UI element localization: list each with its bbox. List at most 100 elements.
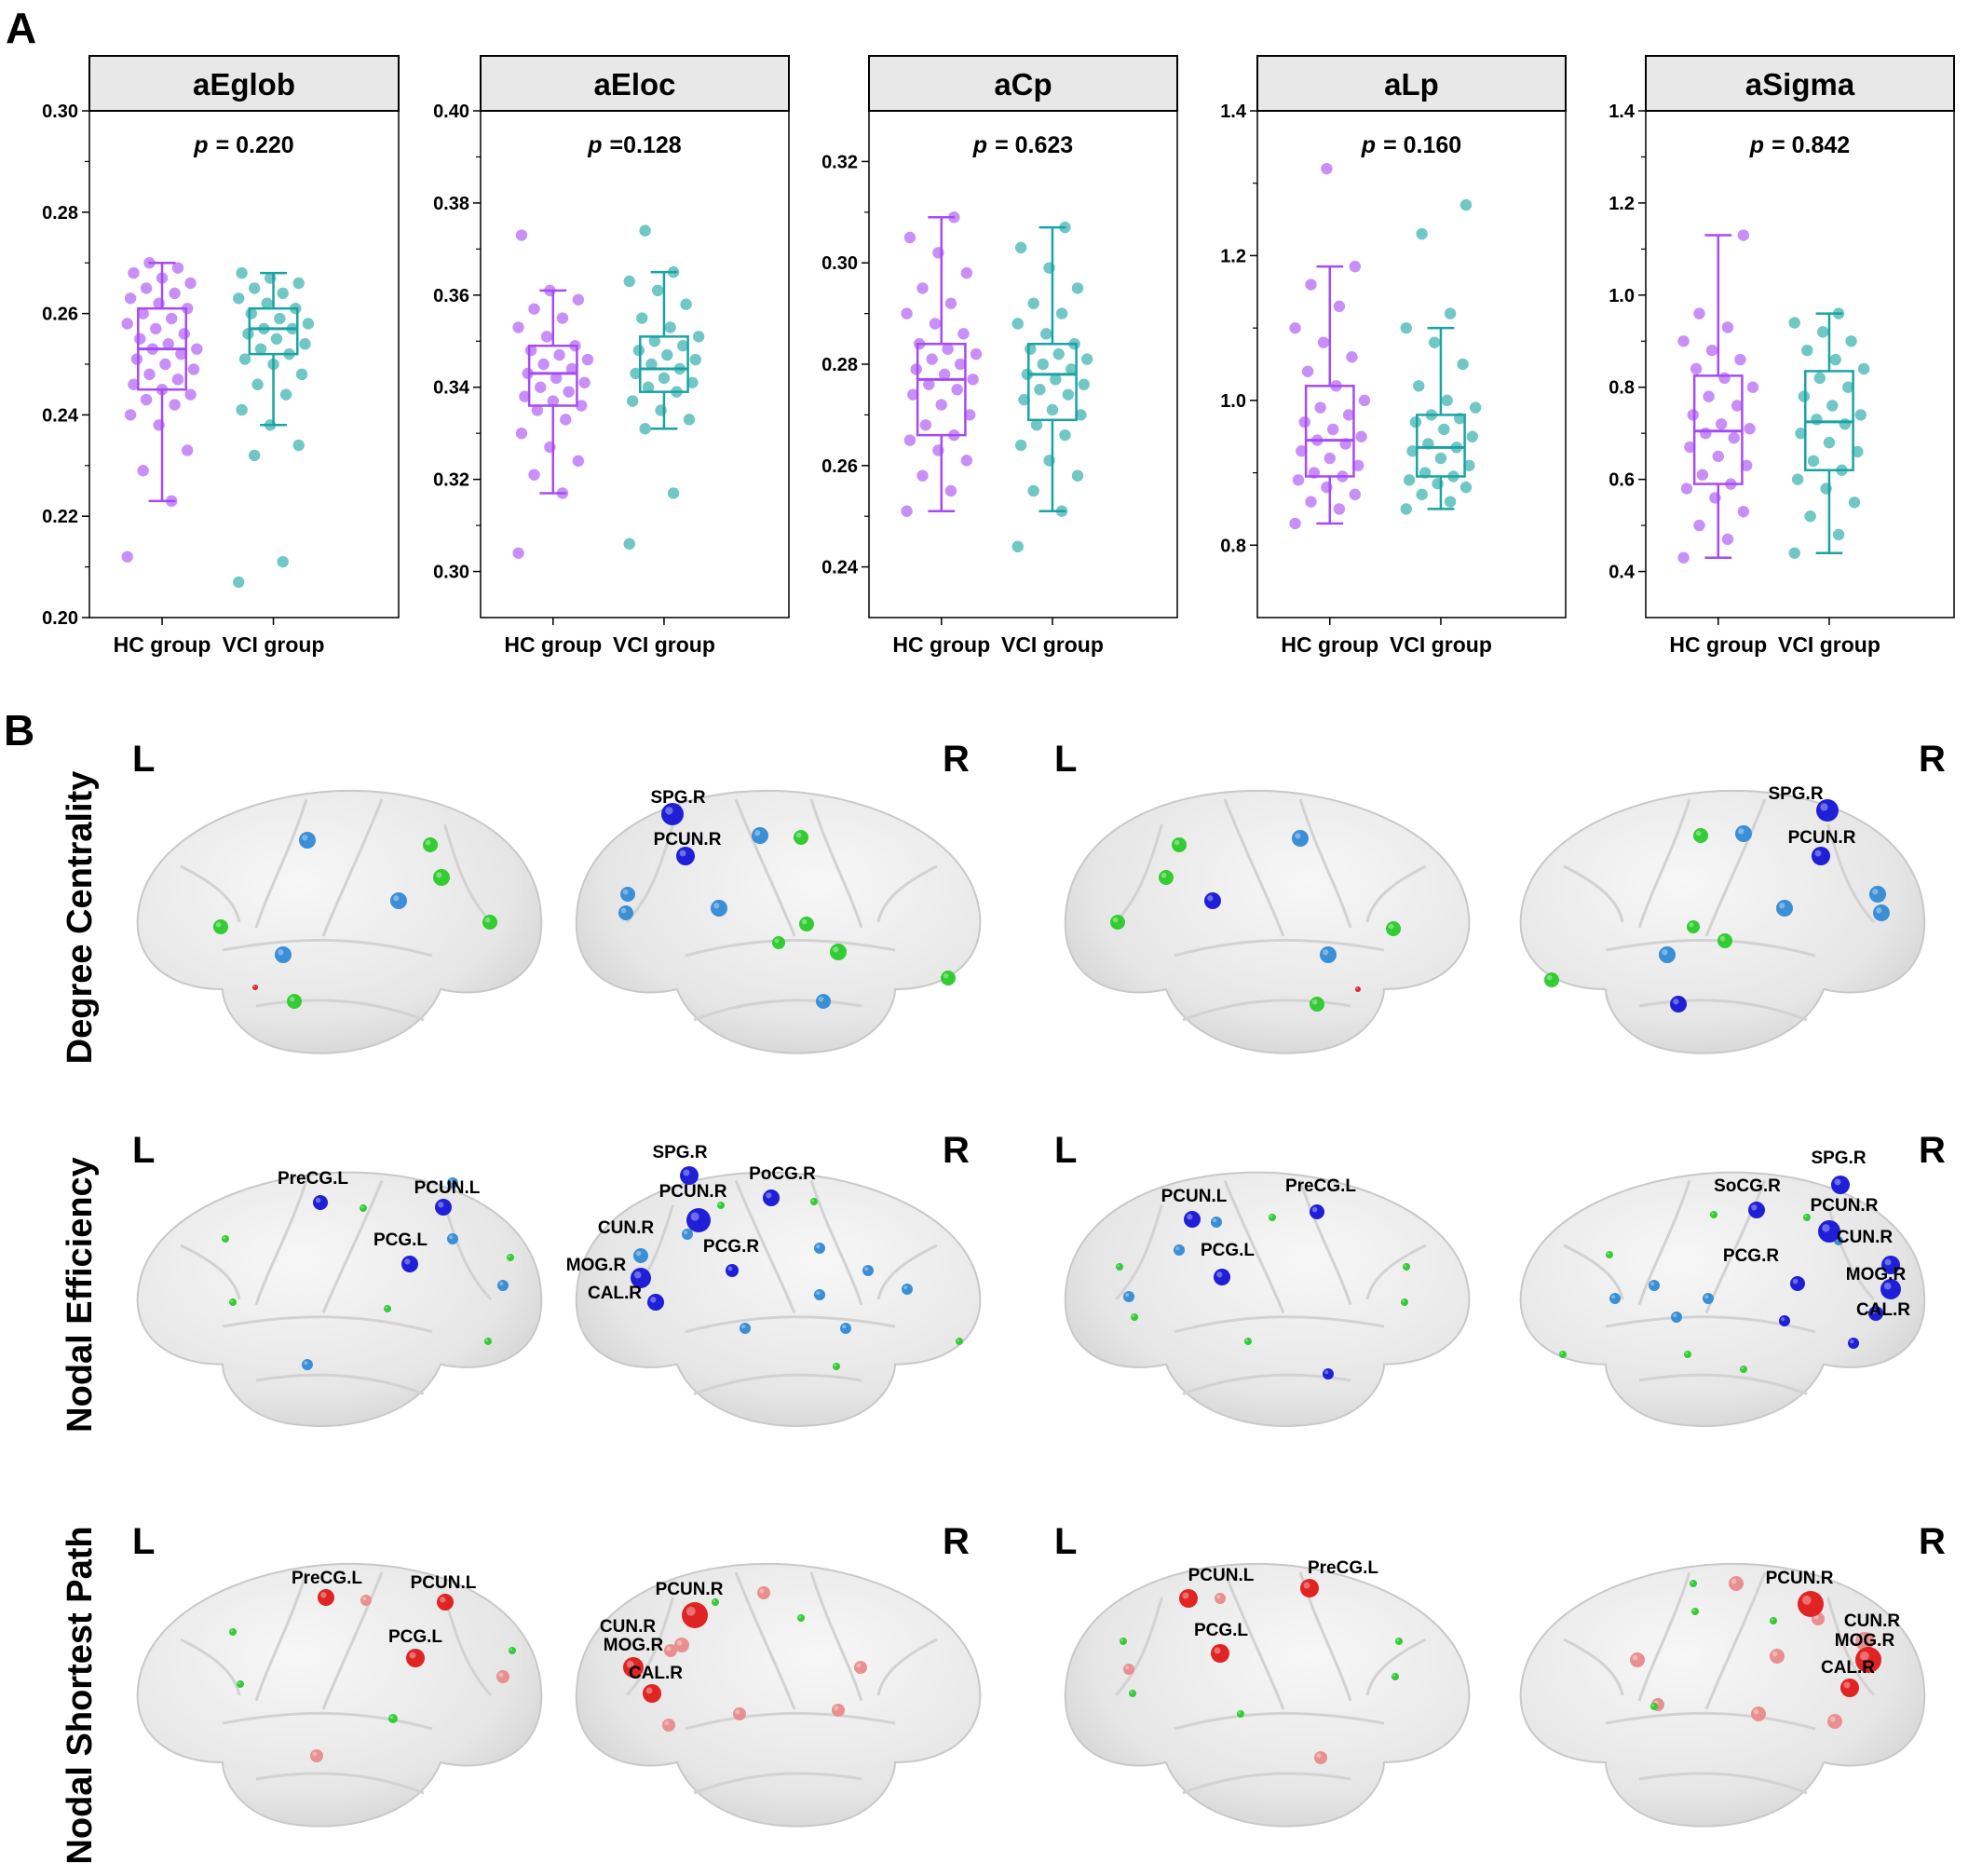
sulcus (625, 1204, 674, 1301)
data-point (191, 343, 203, 355)
node-label: PoCG.R (749, 1164, 816, 1184)
sulcus (1365, 1244, 1427, 1300)
brain-node (1174, 1244, 1185, 1256)
brain-node (1310, 997, 1324, 1012)
brain-node (740, 1323, 751, 1334)
brain-node-highlight (683, 1169, 690, 1176)
brain-node-highlight (289, 996, 295, 1002)
brain-node (222, 1235, 229, 1243)
data-point (1301, 365, 1314, 377)
boxplot-panel-aLp: aLp p = 0.160 0.8 1.0 1.2 1.4 HC group VCI group (1220, 55, 1567, 657)
brain-node (643, 1684, 661, 1703)
brain-surface (1064, 1562, 1471, 1828)
sulcus (1114, 823, 1163, 924)
node-label: PCUN.R (1811, 1196, 1879, 1216)
data-point (553, 348, 565, 361)
node-label: MOG.R (566, 1256, 627, 1275)
brain-node-highlight (302, 835, 308, 841)
brain-node-highlight (818, 996, 824, 1002)
p-value-label: p = 0.220 (193, 132, 293, 158)
p-value-label: p = 0.623 (972, 132, 1073, 158)
brain-outline (136, 1562, 543, 1828)
data-point (1080, 353, 1093, 365)
brain-node (1300, 1579, 1319, 1597)
brain-node (682, 1229, 693, 1240)
data-point (236, 403, 248, 416)
brain-node (862, 1265, 874, 1276)
brain-node-highlight (1779, 903, 1785, 909)
brain-node (733, 1707, 746, 1720)
hemisphere-right-label: R (1919, 1521, 1946, 1562)
data-point (1731, 400, 1744, 412)
data-point (942, 343, 954, 355)
brain-node-highlight (1741, 1366, 1744, 1370)
brain-node-highlight (735, 1709, 740, 1715)
brain-node (1215, 1593, 1226, 1604)
brain-node-highlight (1843, 1681, 1851, 1689)
sulcus (1563, 864, 1624, 923)
panel-title: aEglob (193, 67, 295, 102)
data-point (667, 487, 680, 499)
sulcus (255, 1373, 425, 1395)
brain-node (674, 1638, 689, 1652)
data-point (143, 368, 156, 381)
data-point (1677, 551, 1690, 564)
data-point (550, 372, 563, 385)
row-label: Nodal Efficiency (61, 1157, 100, 1433)
data-point (248, 282, 261, 294)
data-point (1823, 436, 1836, 449)
data-point (1349, 260, 1362, 273)
brain-node (633, 1248, 648, 1263)
data-point (1811, 414, 1823, 426)
data-point (1703, 390, 1715, 402)
data-point (1677, 335, 1690, 347)
brain-node-highlight (1772, 1651, 1778, 1657)
brain-node (682, 1602, 708, 1628)
hemisphere-right-label: R (943, 1130, 970, 1171)
data-point (522, 367, 534, 380)
data-point (916, 469, 929, 482)
brain-node (1179, 1589, 1198, 1608)
data-point (292, 439, 305, 452)
brain-node (752, 827, 768, 844)
brain-node-highlight (230, 1629, 234, 1633)
brain-node (318, 1589, 334, 1606)
data-point (1854, 409, 1867, 421)
data-point (1298, 415, 1310, 428)
data-point (302, 318, 315, 330)
brain-node-highlight (1751, 1204, 1758, 1211)
data-point (1848, 496, 1861, 509)
data-point (535, 381, 547, 393)
brain-node (1159, 870, 1174, 885)
brain-node-highlight (903, 1285, 908, 1290)
brain-node-highlight (1690, 1581, 1694, 1584)
brain-outline (136, 789, 543, 1054)
data-point (970, 347, 983, 360)
brain-node (1816, 799, 1839, 822)
data-point (1444, 307, 1457, 319)
p-symbol: p (193, 132, 208, 158)
data-point (661, 348, 673, 361)
data-point (901, 505, 913, 517)
sulcus (876, 1244, 938, 1300)
brain-node (662, 1719, 675, 1732)
panel-a-label: A (6, 4, 36, 52)
y-tick-label: 0.8 (1220, 536, 1246, 556)
data-point (1737, 506, 1750, 518)
brain-node-highlight (1238, 1711, 1242, 1715)
sulcus (685, 938, 896, 958)
sulcus (180, 864, 241, 923)
sulcus (734, 1179, 796, 1314)
data-point (658, 372, 671, 385)
p-symbol: p (587, 132, 602, 158)
p-value: =0.128 (610, 132, 682, 158)
brain-node-highlight (666, 1646, 672, 1652)
data-point (1807, 455, 1820, 468)
data-point (1011, 318, 1024, 330)
brain-node-highlight (1792, 1278, 1799, 1285)
data-point (1839, 418, 1852, 430)
data-point (181, 302, 194, 315)
brain-node-highlight (320, 1592, 327, 1598)
brain-node (252, 985, 258, 990)
sulcus (180, 1638, 241, 1696)
